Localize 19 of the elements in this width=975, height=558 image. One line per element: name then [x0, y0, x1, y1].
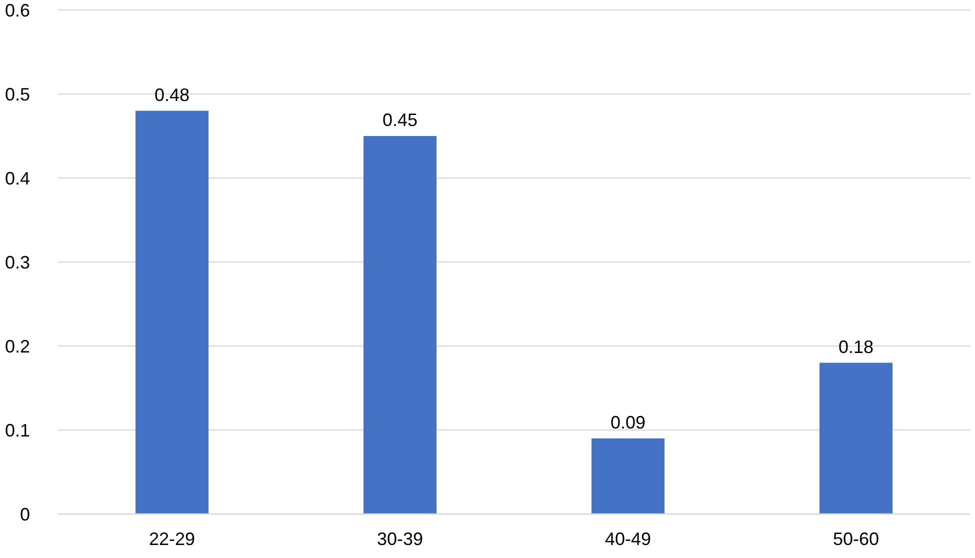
x-tick-label: 22-29 — [148, 528, 196, 549]
y-tick-label: 0.5 — [4, 84, 30, 104]
x-tick-label: 40-49 — [604, 528, 652, 549]
x-tick-label: 30-39 — [376, 528, 424, 549]
bar — [820, 362, 893, 514]
y-tick-label: 0.4 — [4, 168, 30, 188]
bar — [364, 136, 437, 514]
y-tick-label: 0.3 — [4, 252, 30, 272]
bar — [136, 110, 209, 514]
x-tick-label: 50-60 — [832, 528, 880, 549]
y-tick-label: 0.2 — [4, 336, 30, 356]
data-label: 0.48 — [154, 84, 190, 105]
data-label: 0.09 — [610, 412, 646, 432]
y-tick-label: 0 — [20, 504, 30, 524]
bar — [592, 438, 665, 514]
data-label: 0.18 — [838, 336, 874, 357]
y-tick-label: 0.1 — [4, 420, 30, 440]
y-tick-label: 0.6 — [4, 0, 30, 20]
data-label: 0.45 — [382, 110, 418, 130]
